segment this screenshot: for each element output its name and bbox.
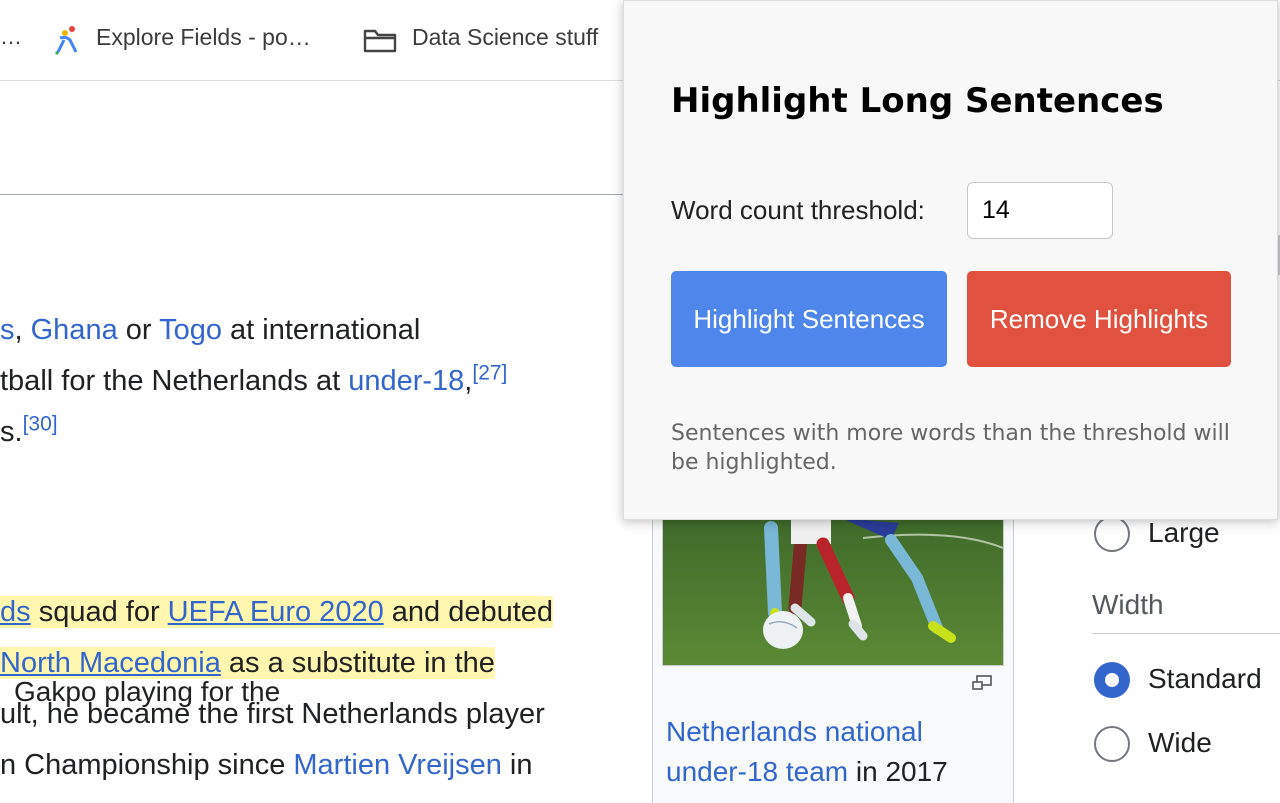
link-martien-vreijsen[interactable]: Martien Vreijsen — [293, 749, 502, 781]
link-ghana[interactable]: Ghana — [30, 314, 118, 346]
highlight-sentences-button[interactable]: Highlight Sentences — [671, 271, 947, 367]
infobox-image-frame — [652, 517, 1014, 803]
remove-highlights-button[interactable]: Remove Highlights — [967, 271, 1231, 367]
paragraph-1-line-2: tball for the Netherlands at under-18,[2… — [0, 361, 508, 397]
popup-title: Highlight Long Sentences — [671, 81, 1164, 121]
paragraph-2-line-2: North Macedonia as a substitute in the — [0, 645, 495, 681]
people-graph-icon — [52, 24, 80, 61]
enlarge-icon[interactable] — [970, 673, 994, 698]
paragraph-2-line-1: ds squad for UEFA Euro 2020 and debuted — [0, 594, 554, 630]
paragraph-1-line-1: s, Ghana or Togo at international — [0, 314, 421, 346]
citation-27[interactable]: [27] — [472, 361, 508, 385]
paragraph-2-line-4: n Championship since Martien Vreijsen in — [0, 749, 533, 781]
threshold-input[interactable] — [967, 182, 1113, 239]
panel-edge — [1276, 235, 1280, 275]
player-photo[interactable] — [662, 518, 1004, 666]
extension-popup: Highlight Long Sentences Word count thre… — [623, 0, 1278, 520]
radio-standard[interactable] — [1094, 662, 1130, 698]
header-divider — [0, 194, 625, 195]
bookmarks-overflow[interactable]: … — [0, 24, 22, 49]
link-under-18-team[interactable]: under-18 team — [666, 756, 849, 787]
width-heading: Width — [1092, 589, 1164, 620]
link-uefa-euro-2020[interactable]: UEFA Euro 2020 — [167, 596, 384, 628]
radio-large[interactable] — [1094, 516, 1130, 552]
bookmark-explore-fields[interactable]: Explore Fields - po… — [96, 24, 311, 50]
radio-wide[interactable] — [1094, 726, 1130, 762]
folder-icon — [363, 27, 397, 58]
highlighted-sentence: ds squad for UEFA Euro 2020 and debuted — [0, 596, 554, 628]
radio-label-wide: Wide — [1148, 727, 1212, 758]
link-under-18[interactable]: under-18 — [348, 365, 465, 397]
link-netherlands-national[interactable]: Netherlands national — [666, 716, 923, 747]
help-text: Sentences with more words than the thres… — [671, 421, 1230, 475]
caption-line-1: Gakpo playing for the — [14, 676, 281, 707]
link-togo[interactable]: Togo — [159, 314, 222, 346]
paragraph-1-line-3: s.[30] — [0, 412, 58, 448]
caption-line-3: under-18 team in 2017 — [666, 756, 948, 787]
link-fragment[interactable]: ds — [0, 596, 31, 628]
bookmark-data-science-stuff[interactable]: Data Science stuff — [412, 24, 599, 50]
radio-label-standard: Standard — [1148, 663, 1262, 694]
link-fragment[interactable]: s — [0, 314, 15, 346]
settings-divider — [1092, 633, 1280, 634]
paragraph-2-line-3: ult, he became the first Netherlands pla… — [0, 698, 545, 730]
link-north-macedonia[interactable]: North Macedonia — [0, 647, 221, 679]
citation-30[interactable]: [30] — [22, 412, 58, 436]
highlighted-sentence: North Macedonia as a substitute in the — [0, 647, 495, 679]
radio-label-large: Large — [1148, 517, 1220, 548]
threshold-label: Word count threshold: — [671, 195, 925, 225]
